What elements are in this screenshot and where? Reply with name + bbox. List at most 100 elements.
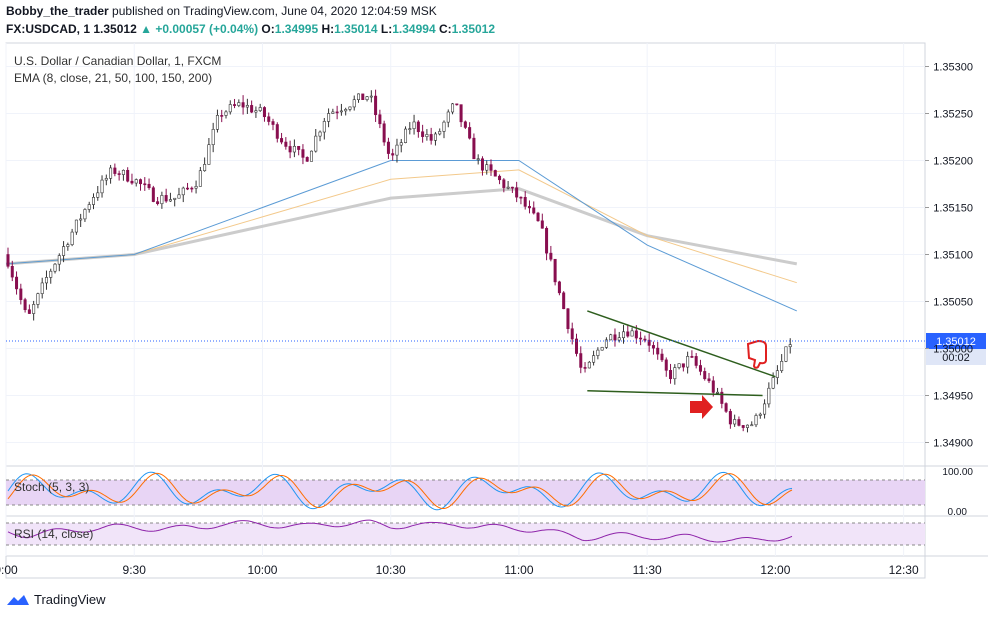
candle-body xyxy=(292,145,296,153)
candle-body xyxy=(540,220,544,229)
close-value: 1.35012 xyxy=(451,22,496,36)
candle-body xyxy=(194,186,198,189)
candle-body xyxy=(369,95,373,98)
candle-body xyxy=(545,227,549,254)
candle-body xyxy=(643,338,647,341)
low-label: L: xyxy=(380,22,393,36)
candle-body xyxy=(96,192,100,198)
price-tick-label: 1.35150 xyxy=(933,203,973,215)
candle-body xyxy=(224,111,228,116)
candle-body xyxy=(716,391,720,394)
candle-body xyxy=(557,281,561,294)
candle-body xyxy=(510,186,514,189)
candle-body xyxy=(6,254,10,267)
time-tick-label: 10:00 xyxy=(247,563,277,577)
publish-header: Bobby_the_trader published on TradingVie… xyxy=(6,4,437,18)
rsi-line xyxy=(7,519,793,543)
candle-body xyxy=(309,150,313,162)
ema-line xyxy=(5,169,797,284)
candle-body xyxy=(592,355,596,363)
low-value: 1.34994 xyxy=(392,22,436,36)
candle-body xyxy=(617,337,621,341)
candle-body xyxy=(126,169,130,182)
candle-body xyxy=(604,339,608,348)
published-text: published on TradingView.com, June 04, 2… xyxy=(112,4,437,18)
candle-body xyxy=(399,142,403,146)
candle-body xyxy=(190,187,194,190)
time-tick-label: 10:30 xyxy=(376,563,406,577)
price-tick-label: 1.35000 xyxy=(933,344,973,356)
candle-body xyxy=(673,367,677,380)
candle-body xyxy=(690,356,694,358)
candle-body xyxy=(318,131,322,137)
trendlines[interactable] xyxy=(587,310,776,397)
candle-body xyxy=(344,109,348,112)
candle-body xyxy=(613,334,617,341)
candle-body xyxy=(109,167,113,179)
candle-body xyxy=(395,144,399,156)
candle-body xyxy=(416,121,420,133)
candle-body xyxy=(156,201,160,205)
price-tick-label: 1.35200 xyxy=(933,156,973,168)
candle-body xyxy=(506,186,510,189)
author-name[interactable]: Bobby_the_trader xyxy=(6,4,109,18)
candle-body xyxy=(468,127,472,139)
candle-body xyxy=(382,123,386,143)
candle-body xyxy=(549,252,553,260)
tradingview-footer[interactable]: TradingView xyxy=(6,592,106,607)
candle-body xyxy=(429,134,433,141)
candle-body xyxy=(472,137,476,160)
last-price: 1.35012 xyxy=(93,22,137,36)
candle-body xyxy=(49,270,53,278)
time-axis[interactable]: 9:00 9:30 10:00 10:30 11:00 11:30 12:00 12:30 xyxy=(0,563,919,577)
ema-legend: EMA (8, close, 21, 50, 100, 150, 200) xyxy=(14,71,213,85)
candle-body xyxy=(566,308,570,330)
price-axis[interactable]: 1.35300 1.35250 1.35200 1.35150 1.35100 1.350… xyxy=(925,62,973,450)
candle-body xyxy=(53,263,57,272)
candle-body xyxy=(784,346,788,362)
time-tick-label: 9:30 xyxy=(123,563,147,577)
candle-body xyxy=(335,111,339,114)
candle-body xyxy=(737,419,741,426)
candle-body xyxy=(297,145,301,150)
stoch-lines xyxy=(7,471,793,511)
candle-body xyxy=(198,170,202,187)
red-arrow-icon xyxy=(690,395,713,419)
candle-body xyxy=(404,128,408,143)
time-tick-label: 11:30 xyxy=(633,563,662,577)
candle-body xyxy=(669,370,673,380)
candle-body xyxy=(374,95,378,116)
change-value: +0.00057 (+0.04%) xyxy=(155,22,259,36)
candle-body xyxy=(280,138,284,143)
candle-body xyxy=(357,93,361,100)
candle-body xyxy=(220,115,224,117)
price-tag xyxy=(926,333,986,349)
high-label: H: xyxy=(321,22,335,36)
candle-body xyxy=(331,111,335,114)
candle-body xyxy=(677,363,681,368)
candle-body xyxy=(228,104,232,113)
candle-body xyxy=(117,173,121,175)
candle-body xyxy=(139,179,143,185)
candle-body xyxy=(425,134,429,137)
candle-body xyxy=(408,128,412,130)
candle-body xyxy=(284,141,288,147)
candle-body xyxy=(421,131,425,137)
high-value: 1.35014 xyxy=(334,22,378,36)
candle-body xyxy=(104,178,108,181)
candle-body xyxy=(438,131,442,135)
candle-body xyxy=(728,411,732,425)
candle-body xyxy=(515,187,519,198)
tradingview-logo-icon xyxy=(7,594,29,605)
candle-body xyxy=(275,124,279,139)
candle-body xyxy=(489,164,493,171)
candle-body xyxy=(15,276,19,290)
candle-body xyxy=(647,339,651,346)
candle-body xyxy=(664,359,668,371)
candle-body xyxy=(502,179,506,188)
candle-body xyxy=(168,199,172,202)
candle-body xyxy=(587,361,591,369)
candle-body xyxy=(536,212,540,222)
candle-body xyxy=(177,194,181,199)
